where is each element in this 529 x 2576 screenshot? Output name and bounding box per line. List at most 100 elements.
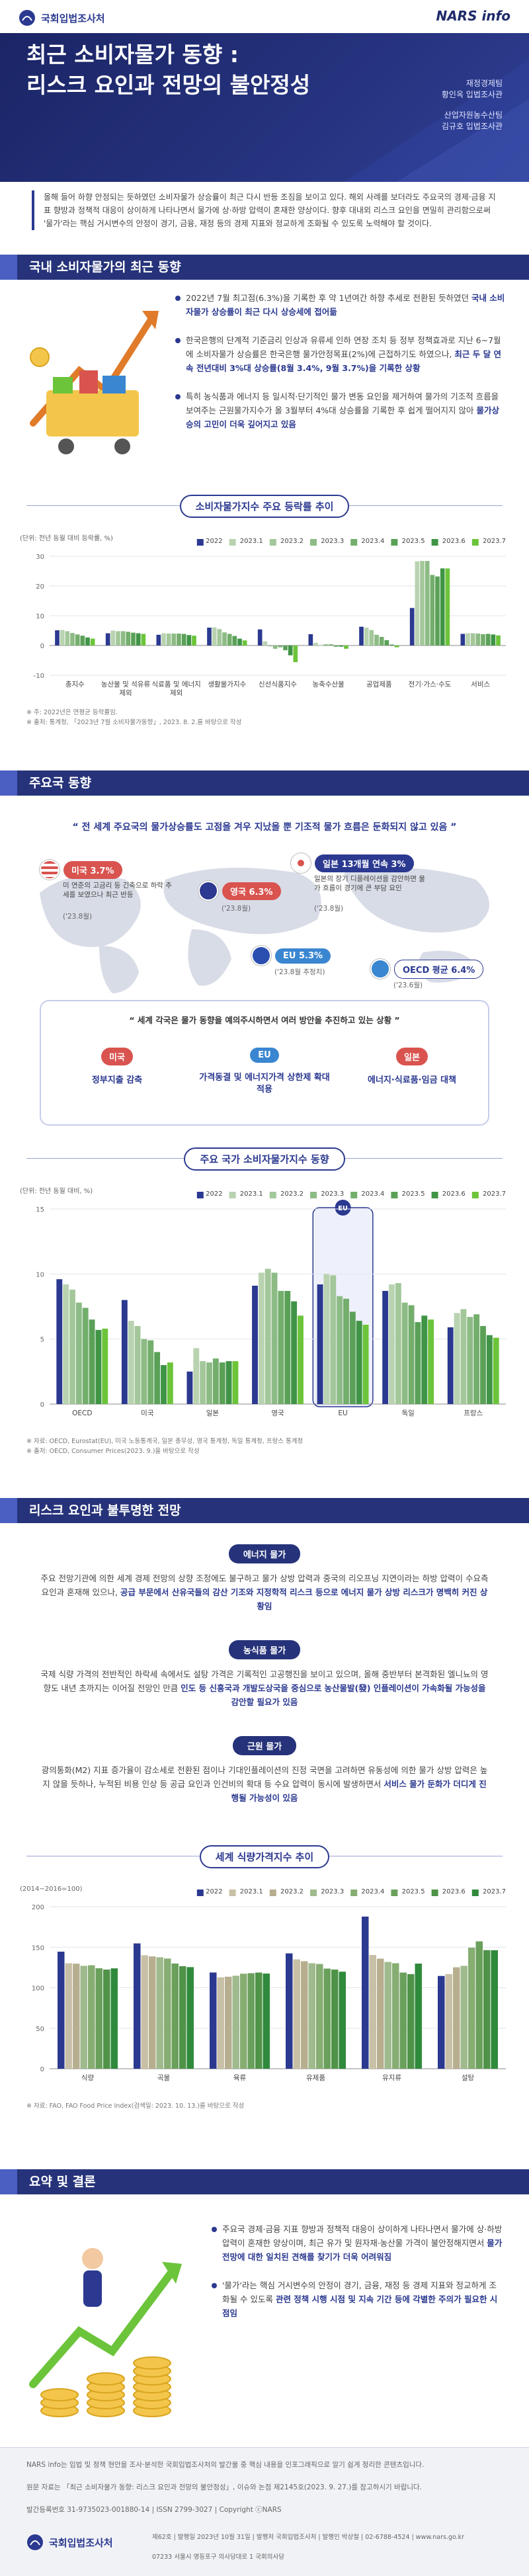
bar <box>95 1968 102 2069</box>
bar <box>329 644 333 645</box>
author-team: 산업자원농수산팀 <box>444 110 503 120</box>
legend-swatch <box>391 539 398 546</box>
legend-swatch <box>229 539 236 546</box>
span: 광의통화(M2) 지표 증가율이 감소세로 전환된 점이나 기대인플레이션의 진… <box>41 1765 488 1789</box>
bar <box>177 634 181 645</box>
legend-swatch <box>391 1192 398 1198</box>
x-tick-label: 농축수산물 <box>312 681 345 688</box>
bar <box>293 645 298 663</box>
bar <box>362 1916 369 2069</box>
legend-label: 2023.3 <box>321 1888 344 1895</box>
bar <box>217 1977 224 2069</box>
map-desc: 일본의 장기 디플레이션을 감안하면 물가 흐름이 경기에 큰 부담 요인 <box>314 875 425 892</box>
bar <box>263 1974 270 2069</box>
section-title: 주요국 동향 <box>0 770 529 796</box>
bar <box>121 1300 128 1404</box>
hl: 관련 정책 시행 시점 및 지속 기간 등에 각별한 주의가 필요한 시점임 <box>222 2294 498 2318</box>
legend-swatch <box>196 539 204 546</box>
y-tick-label: 30 <box>36 554 44 561</box>
legend-swatch <box>269 1890 276 1896</box>
bar <box>80 636 85 645</box>
bar <box>181 634 186 645</box>
legend-label: 2022 <box>206 538 222 545</box>
bar <box>473 1314 480 1404</box>
bar <box>268 645 272 647</box>
y-tick-label: 10 <box>36 613 44 620</box>
logo-mark <box>19 10 35 26</box>
legend-label: 2022 <box>206 1888 222 1895</box>
flag <box>370 959 390 979</box>
map-pin: EU 5.3% <box>251 946 331 966</box>
footer-address: 07233 서울시 영등포구 의사당대로 1 국회의사당 <box>152 2554 284 2561</box>
section-title: 리스크 요인과 불투명한 전망 <box>0 1498 529 1523</box>
bar <box>389 1284 395 1404</box>
bar <box>435 576 440 645</box>
x-tick-label: 육류 <box>233 2074 247 2082</box>
x-tick-label: 농산물 및 석유류제외 <box>101 681 151 697</box>
bar <box>384 1962 391 2069</box>
footer-logo: 국회입법조사처 <box>26 2534 113 2551</box>
path <box>29 2268 176 2388</box>
legend-swatch <box>431 1890 438 1896</box>
legend-label: 2023.7 <box>483 538 506 545</box>
hl: 국내 소비자물가 상승률이 최근 다시 상승세에 접어듦 <box>186 293 505 317</box>
bar <box>255 1972 263 2069</box>
hl: 공급 부문에서 산유국들의 감산 기조와 지정학적 리스크 등으로 에너지 물가… <box>120 1587 488 1611</box>
bar <box>95 1329 102 1404</box>
y-tick-label: 0 <box>40 1401 44 1409</box>
legend-label: 2023.1 <box>240 1190 263 1198</box>
bar <box>286 1953 293 2069</box>
span: 2022년 7월 최고점(6.3%)을 기록한 후 약 1년여간 하향 추세로 … <box>186 293 469 303</box>
pill: OECD 평균 6.4% <box>394 959 484 979</box>
logo-mark <box>27 2534 43 2550</box>
bar <box>232 636 237 645</box>
legend-swatch <box>350 539 358 546</box>
bar <box>382 1290 389 1404</box>
pill: 미국 3.7% <box>63 860 122 879</box>
mact: 정부지출 감축 <box>91 1075 143 1085</box>
legend-label: 2023.3 <box>321 538 344 545</box>
bar <box>85 637 90 645</box>
risk-item: 근원 물가 광의통화(M2) 지표 증가율이 감소세로 전환된 점이나 기대인플레… <box>40 1736 489 1805</box>
bar <box>356 1321 362 1404</box>
quote: “ 전 세계 주요국의 물가상승률도 고점을 겨우 지났을 뿐 기조적 물가 흐… <box>72 822 457 833</box>
world-map: 영국 6.3% ('23.8월) 일본 13개월 연속 3% 일본의 장기 디플… <box>0 853 529 995</box>
y-tick-label: 10 <box>36 1271 44 1278</box>
measures-heading: “ 세계 각국은 물가 동향을 예의주시하면서 여러 방안을 추진하고 있는 상… <box>129 1015 400 1025</box>
pill: 미국 <box>101 1048 133 1065</box>
legend-label: 2023.2 <box>280 538 304 545</box>
bar <box>377 1958 384 2069</box>
bar <box>167 1362 173 1404</box>
legend-swatch <box>269 539 276 546</box>
rect <box>83 2270 102 2307</box>
bar <box>407 1974 415 2069</box>
y-tick-label: 5 <box>40 1337 44 1344</box>
bar <box>80 1966 87 2069</box>
x-tick-label: 생활물가지수 <box>208 681 247 688</box>
circle <box>19 10 35 26</box>
legend-label: 2023.5 <box>402 1888 425 1895</box>
coins-illustration <box>29 2248 182 2417</box>
legend-label: 2023.5 <box>402 1190 425 1198</box>
measure: 일본 에너지·식료품·임금 대책 <box>343 1048 481 1087</box>
bar <box>284 1290 291 1404</box>
legend-swatch <box>196 1192 204 1198</box>
bar <box>415 1963 422 2069</box>
circle <box>82 2248 103 2269</box>
author-team: 재정경제팀 <box>466 79 503 88</box>
bar <box>323 1968 331 2069</box>
y-tick-label: 15 <box>36 1206 44 1214</box>
bar <box>316 1964 323 2069</box>
authors: 재정경제팀 황인옥 입법조사관 산업자원농수산팀 김규호 입법조사관 <box>442 78 503 132</box>
bar <box>210 1972 217 2069</box>
bar <box>467 1317 473 1404</box>
bar <box>333 645 339 647</box>
s3text: 주요 전망기관에 의한 세계 경제 전망의 상향 조정에도 불구하고 물가 상방… <box>40 1571 489 1613</box>
legend-swatch <box>310 1192 317 1198</box>
bar <box>337 1296 343 1404</box>
footer-source: 원문 자료는 「최근 소비자물가 동향: 리스크 요인과 전망의 불안정성」, … <box>26 2483 423 2491</box>
legend-swatch <box>431 539 438 546</box>
bar <box>460 1309 467 1404</box>
legend-label: 2023.2 <box>280 1190 304 1198</box>
span: 국회입법조사처 <box>49 2536 113 2549</box>
